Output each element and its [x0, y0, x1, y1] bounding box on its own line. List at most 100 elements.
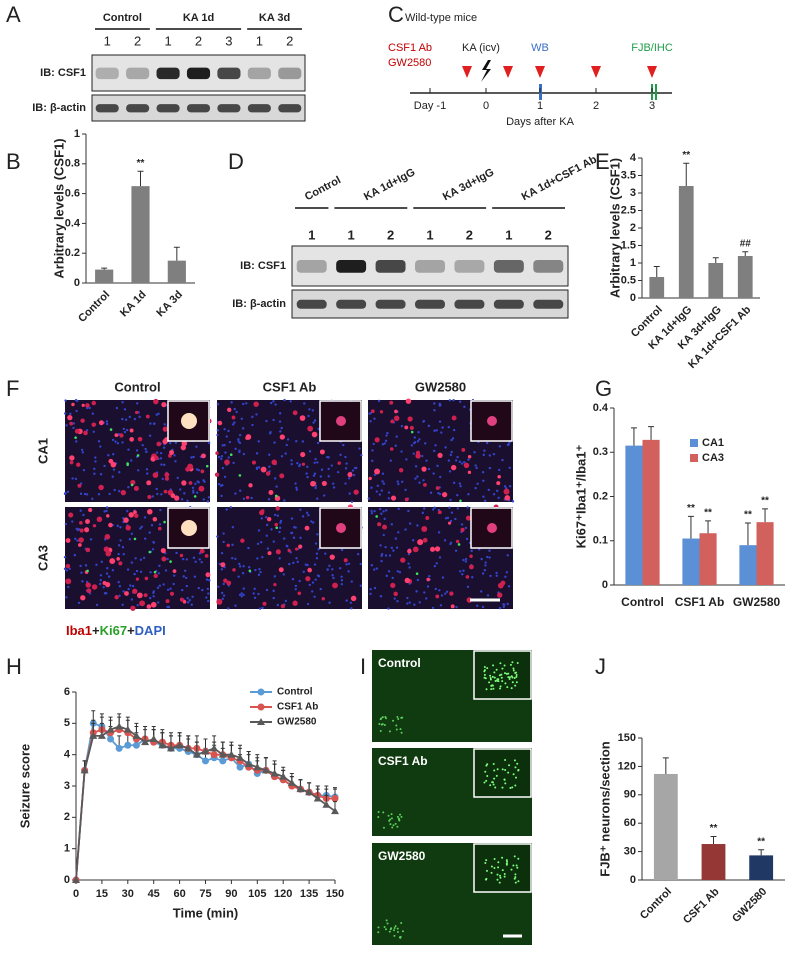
nucleus	[498, 606, 502, 610]
nucleus	[278, 412, 282, 415]
nucleus	[237, 438, 240, 441]
nucleus	[438, 404, 442, 407]
fjb-cell	[396, 815, 399, 818]
nucleus	[89, 538, 93, 541]
nucleus	[272, 540, 275, 543]
nucleus	[74, 477, 78, 481]
microglia	[262, 601, 267, 606]
nucleus	[206, 587, 210, 591]
nucleus	[79, 564, 82, 568]
fjb-cell	[506, 686, 509, 689]
blot-band	[296, 299, 327, 309]
nucleus	[112, 453, 115, 456]
nucleus	[80, 571, 83, 574]
x-tick-label: GW2580	[733, 595, 781, 609]
fjb-cell	[503, 872, 506, 875]
fjb-cell	[509, 786, 512, 789]
nucleus	[237, 575, 240, 578]
microglia	[465, 575, 470, 579]
microglia	[390, 495, 397, 501]
microglia	[240, 538, 245, 543]
nucleus	[305, 511, 309, 515]
y-tick-label: 0	[602, 579, 608, 591]
nucleus	[328, 564, 331, 567]
nucleus	[437, 531, 441, 534]
nucleus	[196, 491, 199, 494]
fjb-cell	[486, 667, 489, 670]
nucleus	[506, 602, 509, 606]
nucleus	[443, 539, 447, 542]
nucleus	[387, 570, 391, 573]
microglia	[170, 493, 176, 499]
ki67	[153, 570, 157, 574]
nucleus	[292, 536, 296, 539]
nucleus	[65, 569, 69, 572]
nucleus	[376, 484, 380, 488]
nucleus	[427, 424, 431, 428]
nucleus	[241, 572, 245, 575]
x-tick-label: Control	[638, 886, 674, 922]
nucleus	[75, 527, 78, 531]
microglia	[146, 604, 152, 609]
nucleus	[217, 482, 221, 486]
nucleus	[449, 542, 452, 546]
microglia	[154, 455, 159, 461]
microglia	[85, 403, 90, 408]
nucleus	[317, 548, 320, 551]
fjb-cell	[501, 786, 504, 789]
nucleus	[157, 601, 160, 604]
microglia	[412, 546, 419, 553]
nucleus	[227, 456, 230, 459]
inset-cell	[181, 520, 197, 536]
nucleus	[64, 522, 68, 526]
fjb-cell	[493, 866, 496, 869]
lane-label: 2	[387, 227, 394, 242]
microglia	[67, 414, 73, 421]
microglia	[215, 451, 219, 455]
error-bar	[630, 427, 637, 446]
nucleus	[400, 480, 404, 483]
fjb-cell	[501, 869, 504, 872]
fjb-cell	[515, 776, 518, 779]
fjb-cell	[494, 786, 497, 789]
microglia	[469, 554, 473, 558]
nucleus	[488, 466, 492, 470]
nucleus	[492, 452, 496, 456]
assay: FJB/IHC	[631, 42, 673, 54]
nucleus	[173, 574, 176, 577]
inset	[473, 843, 532, 893]
nucleus	[105, 592, 108, 595]
nucleus	[503, 485, 507, 488]
nucleus	[338, 567, 342, 570]
nucleus	[200, 560, 203, 564]
nucleus	[497, 468, 501, 472]
nucleus	[133, 572, 136, 576]
fjb-cell	[511, 661, 514, 664]
nucleus	[234, 604, 237, 607]
nucleus	[242, 587, 245, 590]
nucleus	[414, 465, 418, 468]
blot-band	[454, 299, 485, 309]
nucleus	[216, 403, 220, 406]
nucleus	[118, 594, 121, 597]
nucleus	[506, 443, 510, 447]
fjb-cell	[385, 717, 388, 720]
fjb-cell	[501, 680, 504, 683]
nucleus	[452, 428, 456, 432]
nucleus	[317, 427, 320, 431]
nucleus	[126, 509, 129, 513]
nucleus	[116, 442, 120, 445]
nucleus	[411, 539, 415, 542]
nucleus	[381, 480, 384, 483]
nucleus	[316, 533, 319, 536]
nucleus	[275, 485, 278, 488]
fjb-cell	[513, 759, 516, 762]
nucleus	[324, 552, 327, 555]
nucleus	[294, 588, 297, 591]
y-axis-title: Arbitrary levels (CSF1)	[51, 138, 66, 278]
microglia	[421, 466, 427, 472]
legend-label: GW2580	[277, 717, 317, 728]
fjb-cell	[514, 684, 517, 687]
nucleus	[486, 594, 490, 597]
microglia	[504, 495, 511, 501]
